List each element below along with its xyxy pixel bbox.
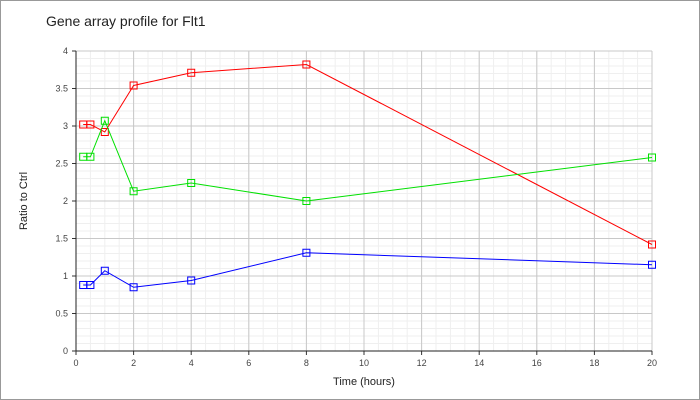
data-point-red: [302, 60, 311, 69]
data-point-green: [86, 152, 95, 161]
data-point-blue: [129, 283, 138, 292]
data-point-blue: [86, 281, 95, 289]
grid: [75, 50, 653, 352]
data-point-blue: [648, 260, 656, 269]
data-point-green: [648, 153, 656, 162]
chart-title: Gene array profile for Flt1: [46, 13, 206, 29]
y-tick-label: 0.5: [55, 309, 68, 319]
data-point-red: [86, 120, 95, 129]
x-tick-label: 8: [304, 358, 309, 368]
x-tick-label: 12: [417, 358, 427, 368]
data-point-green: [100, 116, 109, 125]
data-point-blue: [302, 248, 311, 257]
data-point-blue: [100, 266, 109, 275]
x-tick-label: 10: [359, 358, 369, 368]
y-tick-label: 1: [63, 271, 68, 281]
x-tick-label: 18: [589, 358, 599, 368]
y-tick-label: 3: [63, 121, 68, 131]
y-tick-label: 2.5: [55, 159, 68, 169]
y-tick-label: 0: [63, 346, 68, 356]
series-line-blue: [83, 252, 653, 288]
x-axis-label: Time (hours): [333, 376, 395, 388]
data-point-red: [187, 68, 196, 77]
series-line-green: [83, 119, 653, 202]
y-tick-label: 1.5: [55, 234, 68, 244]
axes: 0 2 4 6 8 10 12 14 16 18 20 0 0.5 1 1.5 2 2.5 3 3.5 4: [55, 46, 657, 368]
data-point-red: [100, 128, 109, 136]
data-point-green: [129, 187, 138, 196]
x-tick-label: 20: [647, 358, 657, 368]
x-tick-label: 4: [189, 358, 194, 368]
x-tick-label: 16: [532, 358, 542, 368]
data-point-blue: [187, 276, 196, 285]
data-point-green: [302, 197, 311, 205]
y-axis-label: Ratio to Ctrl: [18, 172, 30, 230]
data-point-green: [187, 179, 196, 187]
x-tick-label: 0: [73, 358, 78, 368]
y-tick-label: 2: [63, 196, 68, 206]
data-point-red: [648, 240, 656, 249]
data-point-red: [129, 81, 138, 90]
y-tick-label: 4: [63, 46, 68, 56]
x-tick-label: 6: [246, 358, 251, 368]
series-line-red: [83, 63, 653, 245]
series-group: [79, 60, 656, 292]
x-tick-label: 14: [474, 358, 484, 368]
x-tick-label: 2: [131, 358, 136, 368]
y-tick-label: 3.5: [55, 84, 68, 94]
